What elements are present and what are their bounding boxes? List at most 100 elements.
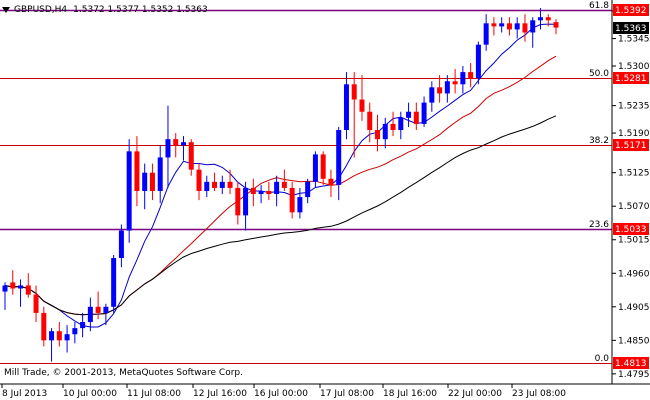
price-tick-label: 1.5345 [618, 35, 650, 45]
bull-candle[interactable] [126, 151, 132, 231]
bull-candle[interactable] [243, 187, 249, 216]
bear-candle[interactable] [250, 187, 256, 195]
fib-price-label: 1.5171 [615, 141, 647, 151]
bear-candle[interactable] [452, 81, 458, 85]
bull-candle[interactable] [444, 81, 450, 94]
bull-candle[interactable] [514, 23, 520, 30]
fib-price-box [613, 139, 649, 151]
bear-candle[interactable] [235, 187, 241, 216]
bear-candle[interactable] [33, 294, 39, 313]
time-tick-label: 10 Jul 00:00 [63, 389, 117, 399]
bull-candle[interactable] [398, 117, 404, 131]
bear-candle[interactable] [95, 306, 101, 313]
bear-candle[interactable] [281, 181, 287, 188]
bear-candle[interactable] [320, 154, 326, 179]
bull-candle[interactable] [382, 123, 388, 140]
bear-candle[interactable] [289, 187, 295, 213]
bull-candle[interactable] [421, 102, 427, 124]
price-tick-label: 1.4795 [618, 370, 650, 380]
bull-candle[interactable] [142, 172, 148, 191]
bull-candle[interactable] [530, 20, 536, 33]
bear-candle[interactable] [351, 84, 357, 100]
bull-candle[interactable] [49, 331, 55, 341]
time-tick-label: 17 Jul 08:00 [320, 389, 374, 399]
bear-candle[interactable] [227, 181, 233, 188]
bear-candle[interactable] [25, 285, 31, 295]
bear-candle[interactable] [134, 151, 140, 191]
bull-candle[interactable] [499, 23, 505, 27]
bull-candle[interactable] [18, 285, 24, 289]
fast-moving-average-line [4, 23, 557, 328]
dropdown-triangle-icon[interactable] [2, 7, 10, 13]
bull-candle[interactable] [204, 181, 210, 191]
bull-candle[interactable] [180, 142, 186, 146]
bear-candle[interactable] [468, 72, 474, 79]
current-price-box [613, 22, 649, 34]
bull-candle[interactable] [343, 84, 349, 131]
fib-price-box [613, 357, 649, 369]
fib-level-label: 0.0 [595, 354, 610, 364]
symbol-timeframe: GBPUSD,H4 [14, 5, 68, 15]
bull-candle[interactable] [165, 139, 171, 158]
bull-candle[interactable] [258, 190, 264, 195]
bear-candle[interactable] [522, 23, 528, 33]
bear-candle[interactable] [266, 190, 272, 195]
time-tick-label: 18 Jul 16:00 [383, 389, 437, 399]
bear-candle[interactable] [437, 87, 443, 94]
bull-candle[interactable] [429, 87, 435, 103]
bull-candle[interactable] [274, 181, 280, 195]
bull-candle[interactable] [64, 334, 70, 341]
bull-candle[interactable] [157, 157, 163, 191]
price-tick-label: 1.4850 [618, 336, 650, 346]
price-tick-label: 1.5300 [618, 62, 650, 72]
bear-candle[interactable] [553, 22, 559, 28]
bear-candle[interactable] [367, 111, 373, 131]
bull-candle[interactable] [312, 154, 318, 182]
bear-candle[interactable] [413, 111, 419, 124]
bull-candle[interactable] [2, 285, 8, 292]
bear-candle[interactable] [149, 172, 155, 191]
bull-candle[interactable] [111, 258, 117, 307]
fib-level-label: 50.0 [589, 69, 609, 79]
bull-candle[interactable] [72, 328, 78, 335]
price-tick-label: 1.4960 [618, 269, 650, 279]
bear-candle[interactable] [390, 123, 396, 131]
bull-candle[interactable] [87, 306, 93, 323]
bear-candle[interactable] [491, 23, 497, 27]
bull-candle[interactable] [406, 111, 412, 118]
time-tick-label: 22 Jul 00:00 [448, 389, 502, 399]
bull-candle[interactable] [305, 181, 311, 198]
bear-candle[interactable] [359, 99, 365, 112]
bear-candle[interactable] [188, 142, 194, 170]
bear-candle[interactable] [196, 169, 202, 191]
bull-candle[interactable] [80, 322, 86, 329]
bull-candle[interactable] [537, 17, 543, 21]
bear-candle[interactable] [506, 23, 512, 30]
long-moving-average-line [4, 115, 557, 316]
fib-price-label: 1.4813 [615, 359, 647, 369]
price-tick-label: 1.5015 [618, 236, 650, 246]
bear-candle[interactable] [545, 17, 551, 21]
bear-candle[interactable] [56, 331, 62, 341]
bear-candle[interactable] [212, 181, 218, 188]
bull-candle[interactable] [297, 197, 303, 213]
fib-price-label: 1.5033 [615, 225, 647, 235]
bull-candle[interactable] [219, 181, 225, 188]
bear-candle[interactable] [375, 130, 381, 140]
bear-candle[interactable] [328, 178, 334, 185]
bull-candle[interactable] [103, 306, 109, 313]
time-tick-label: 16 Jul 00:00 [254, 389, 308, 399]
bear-candle[interactable] [41, 312, 47, 341]
bull-candle[interactable] [460, 72, 466, 85]
price-tick-label: 1.5125 [618, 169, 650, 179]
time-tick-label: 8 Jul 2013 [2, 389, 47, 399]
bull-candle[interactable] [336, 130, 342, 185]
bear-candle[interactable] [173, 139, 179, 146]
bull-candle[interactable] [118, 230, 124, 259]
bull-candle[interactable] [483, 23, 489, 45]
bull-candle[interactable] [475, 44, 481, 79]
bear-candle[interactable] [10, 282, 16, 289]
